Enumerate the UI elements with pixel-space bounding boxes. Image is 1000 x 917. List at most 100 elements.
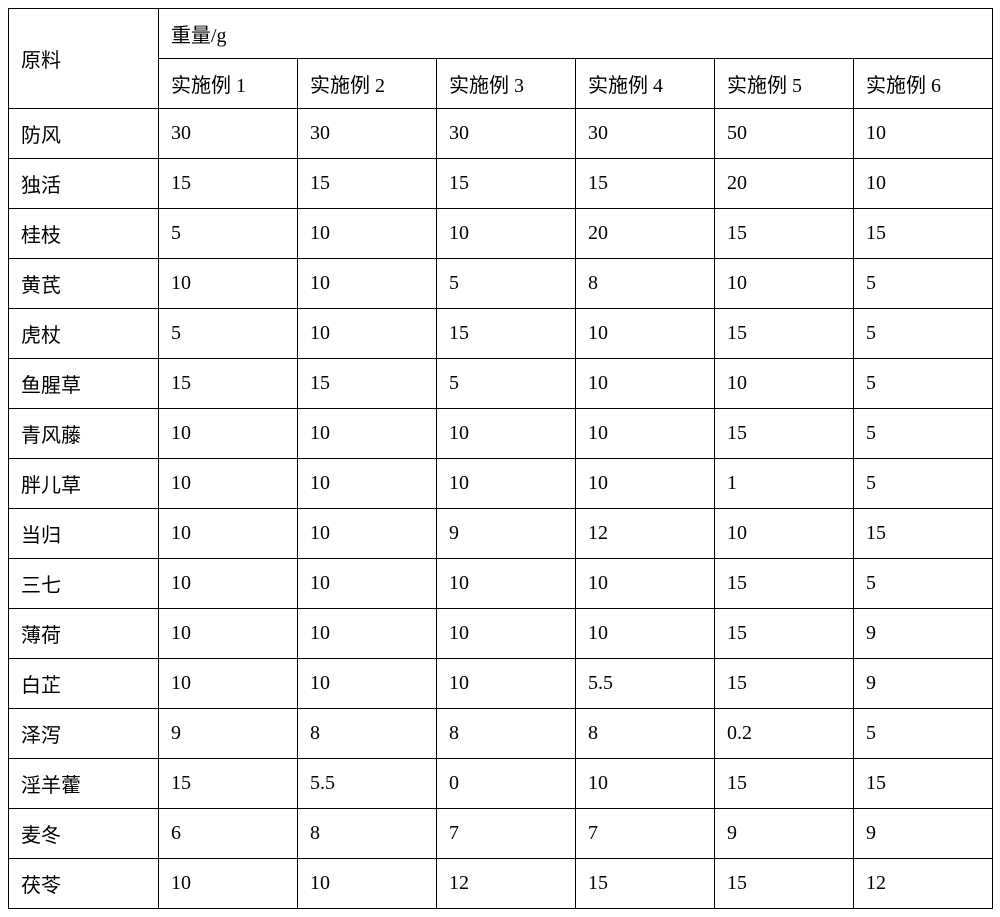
row-label: 虎杖 (9, 309, 159, 359)
cell-value: 8 (576, 709, 715, 759)
cell-value: 0.2 (715, 709, 854, 759)
header-label: 原料 (9, 9, 159, 109)
cell-value: 10 (159, 409, 298, 459)
cell-value: 15 (854, 509, 993, 559)
cell-value: 10 (715, 509, 854, 559)
cell-value: 15 (159, 359, 298, 409)
cell-value: 15 (715, 209, 854, 259)
cell-value: 5 (854, 359, 993, 409)
cell-value: 10 (298, 459, 437, 509)
cell-value: 10 (298, 609, 437, 659)
cell-value: 5 (437, 359, 576, 409)
cell-value: 5 (854, 459, 993, 509)
cell-value: 10 (437, 609, 576, 659)
table-row: 防风303030305010 (9, 109, 993, 159)
cell-value: 9 (437, 509, 576, 559)
cell-value: 9 (854, 809, 993, 859)
table-row: 淫羊藿155.50101515 (9, 759, 993, 809)
cell-value: 10 (298, 409, 437, 459)
column-header-2: 实施例 2 (298, 59, 437, 109)
table-header-row-1: 原料 重量/g (9, 9, 993, 59)
cell-value: 10 (576, 609, 715, 659)
cell-value: 10 (159, 459, 298, 509)
row-label: 当归 (9, 509, 159, 559)
cell-value: 15 (437, 309, 576, 359)
cell-value: 15 (715, 309, 854, 359)
table-row: 黄芪101058105 (9, 259, 993, 309)
table-row: 胖儿草1010101015 (9, 459, 993, 509)
cell-value: 10 (298, 559, 437, 609)
cell-value: 10 (437, 459, 576, 509)
row-label: 麦冬 (9, 809, 159, 859)
table-row: 三七10101010155 (9, 559, 993, 609)
row-label: 淫羊藿 (9, 759, 159, 809)
cell-value: 15 (715, 559, 854, 609)
cell-value: 8 (437, 709, 576, 759)
row-label: 防风 (9, 109, 159, 159)
column-header-6: 实施例 6 (854, 59, 993, 109)
cell-value: 30 (159, 109, 298, 159)
cell-value: 7 (576, 809, 715, 859)
cell-value: 5.5 (298, 759, 437, 809)
cell-value: 15 (576, 159, 715, 209)
cell-value: 1 (715, 459, 854, 509)
table-row: 当归10109121015 (9, 509, 993, 559)
cell-value: 10 (437, 659, 576, 709)
cell-value: 10 (576, 309, 715, 359)
cell-value: 5 (854, 709, 993, 759)
cell-value: 5 (854, 559, 993, 609)
cell-value: 10 (298, 209, 437, 259)
cell-value: 15 (715, 659, 854, 709)
cell-value: 30 (437, 109, 576, 159)
cell-value: 15 (715, 759, 854, 809)
cell-value: 10 (159, 509, 298, 559)
cell-value: 15 (159, 159, 298, 209)
header-group: 重量/g (159, 9, 993, 59)
row-label: 茯苓 (9, 859, 159, 909)
cell-value: 10 (159, 259, 298, 309)
cell-value: 10 (715, 259, 854, 309)
cell-value: 10 (437, 559, 576, 609)
cell-value: 12 (437, 859, 576, 909)
cell-value: 30 (576, 109, 715, 159)
column-header-4: 实施例 4 (576, 59, 715, 109)
cell-value: 5 (437, 259, 576, 309)
cell-value: 10 (576, 359, 715, 409)
cell-value: 10 (854, 159, 993, 209)
column-header-3: 实施例 3 (437, 59, 576, 109)
row-label: 薄荷 (9, 609, 159, 659)
cell-value: 10 (298, 309, 437, 359)
table-row: 白芷1010105.5159 (9, 659, 993, 709)
row-label: 鱼腥草 (9, 359, 159, 409)
cell-value: 50 (715, 109, 854, 159)
cell-value: 15 (159, 759, 298, 809)
cell-value: 10 (159, 559, 298, 609)
table-row: 鱼腥草1515510105 (9, 359, 993, 409)
cell-value: 15 (437, 159, 576, 209)
cell-value: 5 (854, 409, 993, 459)
cell-value: 10 (298, 659, 437, 709)
cell-value: 9 (159, 709, 298, 759)
cell-value: 10 (159, 659, 298, 709)
row-label: 白芷 (9, 659, 159, 709)
row-label: 三七 (9, 559, 159, 609)
cell-value: 15 (298, 159, 437, 209)
row-label: 胖儿草 (9, 459, 159, 509)
column-header-5: 实施例 5 (715, 59, 854, 109)
cell-value: 10 (576, 559, 715, 609)
table-row: 薄荷10101010159 (9, 609, 993, 659)
cell-value: 15 (715, 609, 854, 659)
cell-value: 10 (437, 409, 576, 459)
cell-value: 10 (298, 509, 437, 559)
cell-value: 5.5 (576, 659, 715, 709)
table-body: 防风303030305010独活151515152010桂枝5101020151… (9, 109, 993, 909)
table-row: 泽泻98880.25 (9, 709, 993, 759)
cell-value: 10 (159, 609, 298, 659)
cell-value: 10 (576, 759, 715, 809)
cell-value: 6 (159, 809, 298, 859)
cell-value: 10 (715, 359, 854, 409)
cell-value: 15 (854, 759, 993, 809)
cell-value: 7 (437, 809, 576, 859)
row-label: 桂枝 (9, 209, 159, 259)
cell-value: 12 (576, 509, 715, 559)
